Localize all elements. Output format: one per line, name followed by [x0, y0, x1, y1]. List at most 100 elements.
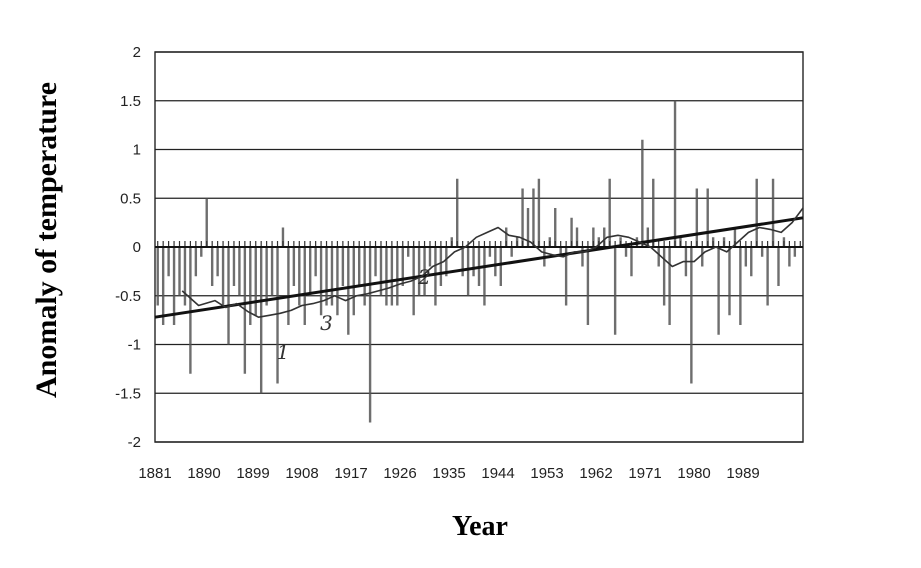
anomaly-bar: [172, 247, 176, 325]
y-axis-ticks: 2 1.5 1 0.5 0 -0.5 -1 -1.5 -2: [115, 44, 141, 451]
anomaly-bar: [276, 247, 279, 384]
anomaly-bar: [472, 247, 475, 277]
anomaly-bar: [728, 247, 731, 316]
x-tick-label: 1908: [285, 465, 318, 482]
anomaly-bar: [559, 247, 562, 257]
y-tick-label: -1: [128, 337, 141, 354]
anomaly-bar: [733, 227, 737, 247]
anomaly-bar: [292, 247, 296, 286]
x-tick-label: 1953: [530, 465, 563, 482]
anomaly-bar: [434, 247, 437, 306]
curve-markers: 1 2 3: [277, 265, 431, 364]
x-tick-label: 1899: [236, 465, 269, 482]
x-tick-label: 1926: [383, 465, 416, 482]
anomaly-bar: [259, 247, 263, 394]
anomaly-bar: [586, 247, 590, 325]
y-tick-label: -1.5: [115, 385, 141, 402]
x-axis-title: Year: [452, 511, 508, 542]
x-tick-label: 1890: [187, 465, 220, 482]
anomaly-bar: [368, 247, 372, 423]
anomaly-bar: [750, 247, 753, 277]
anomaly-bar: [347, 247, 350, 335]
anomaly-bar: [374, 247, 377, 277]
anomaly-bar: [793, 247, 797, 257]
anomaly-bar: [205, 198, 208, 247]
anomaly-bar: [532, 188, 535, 247]
x-tick-label: 1962: [579, 465, 612, 482]
anomaly-bar: [298, 247, 301, 306]
anomaly-bar: [766, 247, 769, 306]
anomaly-bar: [652, 178, 655, 247]
x-tick-label: 1944: [481, 465, 514, 482]
anomaly-bar: [221, 247, 225, 306]
anomaly-bar: [494, 247, 497, 277]
anomaly-bar: [624, 247, 628, 257]
anomaly-bar: [554, 208, 557, 247]
anomaly-bar: [325, 247, 328, 306]
anomaly-bar: [194, 247, 198, 277]
anomaly-bar: [216, 247, 219, 277]
anomaly-bar: [423, 247, 426, 296]
anomaly-bar: [695, 188, 699, 247]
anomaly-bar: [330, 247, 334, 306]
anomaly-bar: [319, 247, 323, 316]
anomaly-bar: [613, 247, 617, 335]
anomaly-bar: [608, 178, 611, 247]
anomaly-bar: [592, 227, 595, 247]
anomaly-bar: [227, 247, 230, 345]
x-tick-label: 1881: [138, 465, 171, 482]
anomaly-bar: [760, 247, 764, 257]
anomaly-bar: [717, 247, 720, 335]
anomaly-bar: [603, 227, 606, 247]
anomaly-bar: [363, 247, 366, 306]
anomaly-bar: [352, 247, 355, 316]
anomaly-bar: [521, 188, 524, 247]
anomaly-bar: [488, 247, 492, 257]
anomaly-bar: [466, 247, 470, 296]
anomaly-bar: [641, 139, 644, 247]
x-tick-label: 1935: [432, 465, 465, 482]
curve-label-3: 3: [320, 311, 333, 335]
y-tick-label: -0.5: [115, 288, 141, 305]
anomaly-bar: [238, 247, 241, 296]
anomaly-bar: [167, 247, 170, 277]
anomaly-bar: [336, 247, 339, 316]
anomaly-bar: [744, 247, 748, 267]
anomaly-bar: [161, 247, 165, 325]
anomaly-bar: [456, 178, 459, 247]
anomaly-bar: [412, 247, 415, 316]
anomaly-bar: [401, 247, 404, 286]
y-tick-label: 1.5: [120, 93, 141, 110]
smoothed-anomaly-line: [181, 207, 804, 319]
linear-trend-line: [154, 216, 804, 319]
y-tick-label: 0: [133, 239, 141, 256]
curve-label-2: 2: [417, 265, 431, 289]
anomaly-bar: [483, 247, 486, 306]
anomaly-bar: [581, 247, 584, 267]
x-axis-ticks: 1881 1890 1899 1908 1917 1926 1935 1944 1953 1962…: [138, 465, 759, 482]
anomaly-bar: [156, 247, 159, 306]
anomaly-bar: [428, 247, 432, 267]
x-tick-label: 1989: [726, 465, 759, 482]
anomaly-bar: [788, 247, 791, 267]
anomaly-bar: [526, 208, 530, 247]
anomaly-bar: [771, 178, 775, 247]
anomaly-bar: [210, 247, 214, 286]
y-axis-title: Anomaly of temperature: [30, 82, 63, 398]
anomaly-bar: [630, 247, 633, 277]
anomaly-bar: [303, 247, 306, 325]
anomaly-bar: [379, 247, 383, 296]
anomaly-bar: [510, 247, 513, 257]
anomaly-bar: [673, 100, 677, 247]
anomaly-bar: [668, 247, 671, 325]
anomaly-bar: [706, 188, 709, 247]
anomaly-bar: [254, 247, 257, 316]
anomaly-bar: [232, 247, 236, 286]
anomaly-bar: [417, 247, 421, 296]
x-tick-label: 1980: [677, 465, 710, 482]
anomaly-bar: [314, 247, 317, 277]
anomaly-bar: [178, 247, 181, 296]
anomaly-bar: [777, 247, 780, 286]
anomaly-bar: [755, 178, 758, 247]
